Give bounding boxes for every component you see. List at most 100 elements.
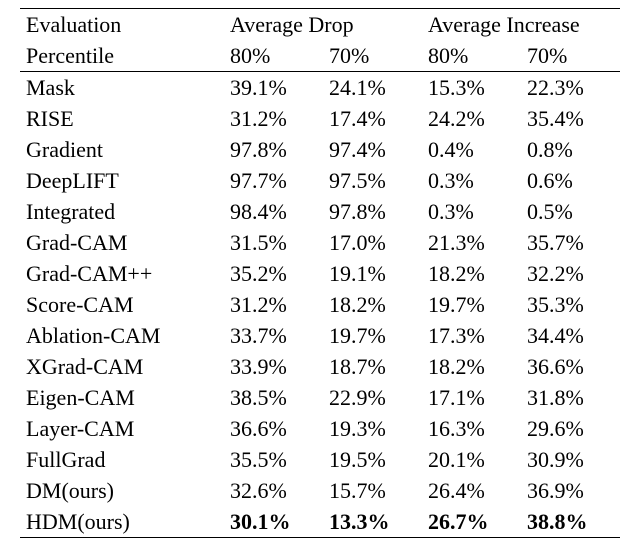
cell-drop-70: 17.4%: [323, 103, 422, 134]
cell-inc-80: 21.3%: [422, 227, 521, 258]
cell-inc-80: 26.7%: [422, 506, 521, 538]
cell-inc-70: 36.9%: [521, 475, 620, 506]
cell-drop-80: 39.1%: [224, 72, 323, 104]
row-label: Grad-CAM: [20, 227, 224, 258]
header-avg-drop: Average Drop: [224, 9, 422, 41]
header-percentile: Percentile: [20, 40, 224, 72]
cell-drop-70: 18.2%: [323, 289, 422, 320]
cell-inc-70: 30.9%: [521, 444, 620, 475]
header-drop-70: 70%: [323, 40, 422, 72]
row-label: Gradient: [20, 134, 224, 165]
table-row: Integrated 98.4% 97.8% 0.3% 0.5%: [20, 196, 620, 227]
cell-drop-70: 15.7%: [323, 475, 422, 506]
cell-drop-70: 19.3%: [323, 413, 422, 444]
cell-inc-70: 34.4%: [521, 320, 620, 351]
cell-drop-70: 97.5%: [323, 165, 422, 196]
header-row-2: Percentile 80% 70% 80% 70%: [20, 40, 620, 72]
cell-drop-70: 13.3%: [323, 506, 422, 538]
table-row: Grad-CAM 31.5% 17.0% 21.3% 35.7%: [20, 227, 620, 258]
row-label: Ablation-CAM: [20, 320, 224, 351]
table-row: Eigen-CAM 38.5% 22.9% 17.1% 31.8%: [20, 382, 620, 413]
cell-inc-70: 0.6%: [521, 165, 620, 196]
cell-drop-80: 33.7%: [224, 320, 323, 351]
cell-drop-70: 19.1%: [323, 258, 422, 289]
cell-drop-80: 31.2%: [224, 289, 323, 320]
row-label: Score-CAM: [20, 289, 224, 320]
results-table: Evaluation Average Drop Average Increase…: [20, 8, 620, 538]
header-drop-80: 80%: [224, 40, 323, 72]
cell-drop-80: 35.2%: [224, 258, 323, 289]
table-row: RISE 31.2% 17.4% 24.2% 35.4%: [20, 103, 620, 134]
header-row-1: Evaluation Average Drop Average Increase: [20, 9, 620, 41]
cell-inc-80: 24.2%: [422, 103, 521, 134]
row-label: FullGrad: [20, 444, 224, 475]
cell-drop-80: 31.5%: [224, 227, 323, 258]
table-body: Evaluation Average Drop Average Increase…: [20, 9, 620, 538]
row-label: DM(ours): [20, 475, 224, 506]
table-row: FullGrad 35.5% 19.5% 20.1% 30.9%: [20, 444, 620, 475]
cell-inc-80: 0.3%: [422, 165, 521, 196]
cell-drop-70: 97.8%: [323, 196, 422, 227]
cell-drop-70: 17.0%: [323, 227, 422, 258]
cell-inc-70: 35.3%: [521, 289, 620, 320]
cell-inc-70: 0.5%: [521, 196, 620, 227]
table-row: Gradient 97.8% 97.4% 0.4% 0.8%: [20, 134, 620, 165]
row-label: XGrad-CAM: [20, 351, 224, 382]
table-row: Layer-CAM 36.6% 19.3% 16.3% 29.6%: [20, 413, 620, 444]
table-row: Score-CAM 31.2% 18.2% 19.7% 35.3%: [20, 289, 620, 320]
cell-drop-70: 97.4%: [323, 134, 422, 165]
cell-inc-70: 35.7%: [521, 227, 620, 258]
cell-inc-70: 29.6%: [521, 413, 620, 444]
row-label: Eigen-CAM: [20, 382, 224, 413]
cell-drop-80: 97.8%: [224, 134, 323, 165]
cell-inc-80: 19.7%: [422, 289, 521, 320]
cell-drop-80: 98.4%: [224, 196, 323, 227]
cell-drop-80: 97.7%: [224, 165, 323, 196]
cell-drop-70: 24.1%: [323, 72, 422, 104]
cell-drop-80: 36.6%: [224, 413, 323, 444]
header-evaluation: Evaluation: [20, 9, 224, 41]
cell-inc-80: 16.3%: [422, 413, 521, 444]
cell-drop-70: 18.7%: [323, 351, 422, 382]
row-label: Grad-CAM++: [20, 258, 224, 289]
table-row: Grad-CAM++ 35.2% 19.1% 18.2% 32.2%: [20, 258, 620, 289]
cell-drop-80: 30.1%: [224, 506, 323, 538]
cell-inc-70: 31.8%: [521, 382, 620, 413]
table-row: DeepLIFT 97.7% 97.5% 0.3% 0.6%: [20, 165, 620, 196]
cell-drop-80: 35.5%: [224, 444, 323, 475]
cell-drop-80: 33.9%: [224, 351, 323, 382]
cell-inc-70: 38.8%: [521, 506, 620, 538]
cell-inc-80: 17.3%: [422, 320, 521, 351]
row-label: RISE: [20, 103, 224, 134]
cell-inc-80: 26.4%: [422, 475, 521, 506]
cell-inc-70: 0.8%: [521, 134, 620, 165]
row-label: HDM(ours): [20, 506, 224, 538]
cell-drop-70: 19.5%: [323, 444, 422, 475]
cell-drop-80: 38.5%: [224, 382, 323, 413]
cell-inc-80: 15.3%: [422, 72, 521, 104]
cell-inc-80: 20.1%: [422, 444, 521, 475]
table-row: DM(ours) 32.6% 15.7% 26.4% 36.9%: [20, 475, 620, 506]
table-row: HDM(ours) 30.1% 13.3% 26.7% 38.8%: [20, 506, 620, 538]
cell-inc-80: 0.3%: [422, 196, 521, 227]
header-increase-80: 80%: [422, 40, 521, 72]
cell-inc-70: 32.2%: [521, 258, 620, 289]
header-increase-70: 70%: [521, 40, 620, 72]
table-row: XGrad-CAM 33.9% 18.7% 18.2% 36.6%: [20, 351, 620, 382]
cell-inc-70: 35.4%: [521, 103, 620, 134]
row-label: Integrated: [20, 196, 224, 227]
cell-inc-80: 18.2%: [422, 351, 521, 382]
cell-inc-70: 36.6%: [521, 351, 620, 382]
row-label: Layer-CAM: [20, 413, 224, 444]
table-row: Ablation-CAM 33.7% 19.7% 17.3% 34.4%: [20, 320, 620, 351]
cell-drop-70: 19.7%: [323, 320, 422, 351]
row-label: DeepLIFT: [20, 165, 224, 196]
cell-drop-80: 32.6%: [224, 475, 323, 506]
header-avg-increase: Average Increase: [422, 9, 620, 41]
table-row: Mask 39.1% 24.1% 15.3% 22.3%: [20, 72, 620, 104]
cell-inc-70: 22.3%: [521, 72, 620, 104]
cell-inc-80: 18.2%: [422, 258, 521, 289]
cell-inc-80: 17.1%: [422, 382, 521, 413]
cell-drop-80: 31.2%: [224, 103, 323, 134]
cell-drop-70: 22.9%: [323, 382, 422, 413]
